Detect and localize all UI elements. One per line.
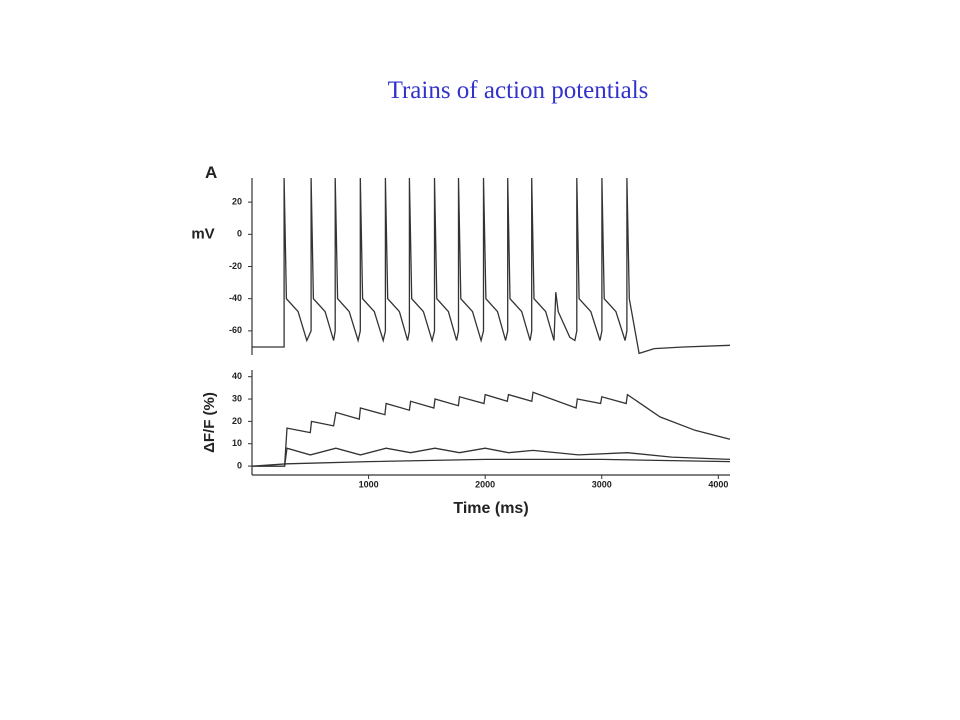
x-axis-label: Time (ms): [453, 500, 528, 517]
y-tick-label: 30: [232, 393, 242, 403]
y-tick-label: 20: [232, 197, 242, 207]
y-tick-label: 0: [237, 229, 242, 239]
trace: [252, 177, 731, 355]
trace: [252, 447, 731, 467]
y-tick-label: -40: [229, 293, 242, 303]
y-tick-label: -20: [229, 261, 242, 271]
y-tick-label: 0: [237, 460, 242, 470]
trace: [252, 391, 731, 467]
x-tick-label: 3000: [592, 479, 612, 489]
trace: [251, 458, 731, 467]
y-tick-label: -60: [229, 325, 242, 335]
panel-label: A: [205, 163, 217, 182]
x-tick-label: 4000: [708, 479, 728, 489]
y-tick-label: 10: [232, 438, 242, 448]
y-axis-label: mV: [191, 225, 214, 242]
y-tick-label: 20: [232, 416, 242, 426]
slide-title: Trains of action potentials: [388, 77, 649, 104]
y-axis-label: ΔF/F (%): [201, 392, 218, 453]
x-tick-label: 1000: [359, 479, 379, 489]
x-tick-label: 2000: [475, 479, 495, 489]
y-tick-label: 40: [232, 371, 242, 381]
